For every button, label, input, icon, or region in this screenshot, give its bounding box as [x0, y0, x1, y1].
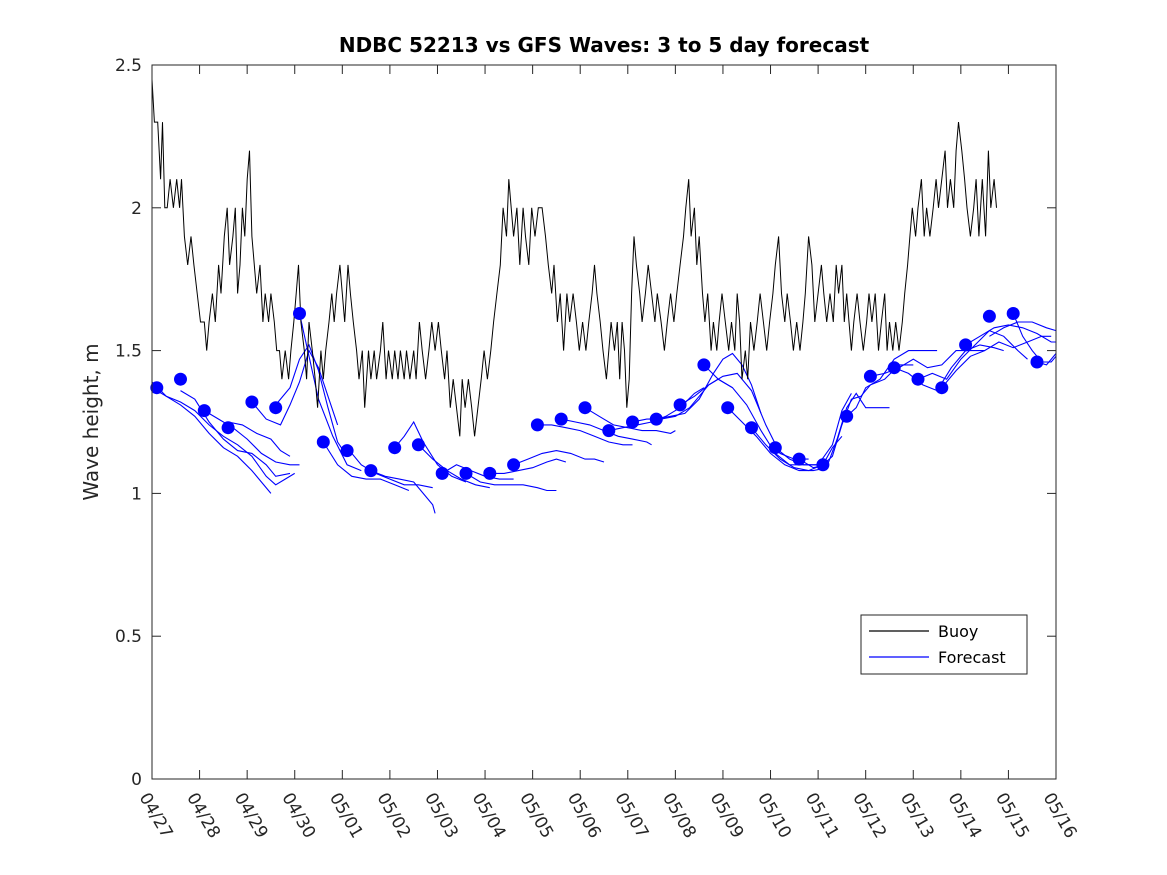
forecast-run-line [151, 381, 295, 486]
forecast-point [459, 466, 473, 480]
forecast-point [578, 401, 592, 415]
forecast-point [887, 361, 901, 375]
axes-box [151, 64, 1057, 780]
forecast-run-line [537, 424, 633, 446]
forecast-point [269, 401, 283, 415]
forecast-run-line [204, 410, 300, 466]
forecast-run-line [418, 444, 490, 489]
forecast-run-line [227, 421, 291, 457]
forecast-point [792, 452, 806, 466]
y-axis-label: Wave height, m [79, 343, 103, 500]
forecast-run-line [989, 321, 1057, 337]
forecast-point [911, 372, 925, 386]
y-tick-label: 0.5 [115, 627, 142, 647]
y-tick-label: 1.5 [115, 342, 142, 362]
y-tick-label: 0 [131, 770, 142, 790]
forecast-run-line [727, 407, 828, 472]
forecast-point [721, 401, 735, 415]
forecast-point [816, 458, 830, 472]
forecast-run-line [441, 464, 514, 480]
forecast-point [293, 307, 306, 320]
forecast-run-line [275, 343, 348, 457]
forecast-point [507, 458, 521, 472]
forecast-point [340, 444, 354, 458]
forecast-point [649, 412, 663, 426]
forecast-point [483, 466, 497, 480]
forecast-point [626, 415, 639, 429]
forecast-run-line [751, 427, 843, 472]
forecast-point [245, 395, 259, 409]
forecast-run-line [965, 324, 1056, 346]
forecast-point [221, 421, 235, 435]
forecast-point [935, 381, 949, 395]
plot-area [150, 79, 1057, 514]
chart-title: NDBC 52213 vs GFS Waves: 3 to 5 day fore… [339, 33, 870, 57]
forecast-point [673, 398, 687, 412]
forecast-point [388, 441, 402, 455]
buoy-line [151, 79, 997, 437]
legend-label-buoy: Buoy [938, 622, 978, 641]
forecast-point [1006, 307, 1020, 320]
y-tick-label: 2.5 [115, 56, 142, 76]
forecast-run-line [489, 458, 567, 474]
forecast-run-line [513, 450, 605, 466]
legend: Buoy Forecast [860, 614, 1028, 675]
forecast-run-line [251, 349, 339, 426]
forecast-run-line [346, 447, 433, 489]
forecast-point [697, 358, 711, 372]
y-tick-label: 2 [131, 199, 142, 219]
forecast-point [316, 435, 330, 449]
forecast-point [1030, 355, 1044, 369]
forecast-run-line [151, 387, 272, 494]
forecast-run-line [322, 441, 410, 492]
forecast-run-line [917, 329, 1028, 380]
legend-box [860, 614, 1028, 675]
forecast-run-line [370, 470, 436, 514]
forecast-run-line [679, 372, 809, 460]
forecast-point [364, 464, 378, 478]
forecast-point [411, 438, 425, 452]
forecast-run-line [465, 472, 557, 492]
forecast-point [982, 309, 996, 323]
forecast-run-line [656, 352, 762, 420]
forecast-point [174, 372, 187, 386]
forecast-point [959, 338, 973, 352]
legend-label-forecast: Forecast [938, 648, 1006, 667]
forecast-run-line [846, 350, 938, 417]
forecast-point [530, 418, 544, 432]
forecast-run-line [584, 407, 676, 434]
forecast-run-line [941, 335, 1052, 389]
forecast-point [840, 409, 854, 423]
forecast-point [197, 404, 211, 418]
y-tick-label: 1 [131, 484, 142, 504]
forecast-point [435, 466, 449, 480]
forecast-point [150, 381, 164, 395]
forecast-point [554, 412, 568, 426]
forecast-point [768, 441, 782, 455]
forecast-point [602, 424, 616, 438]
forecast-point [863, 369, 877, 383]
forecast-point [745, 421, 758, 435]
